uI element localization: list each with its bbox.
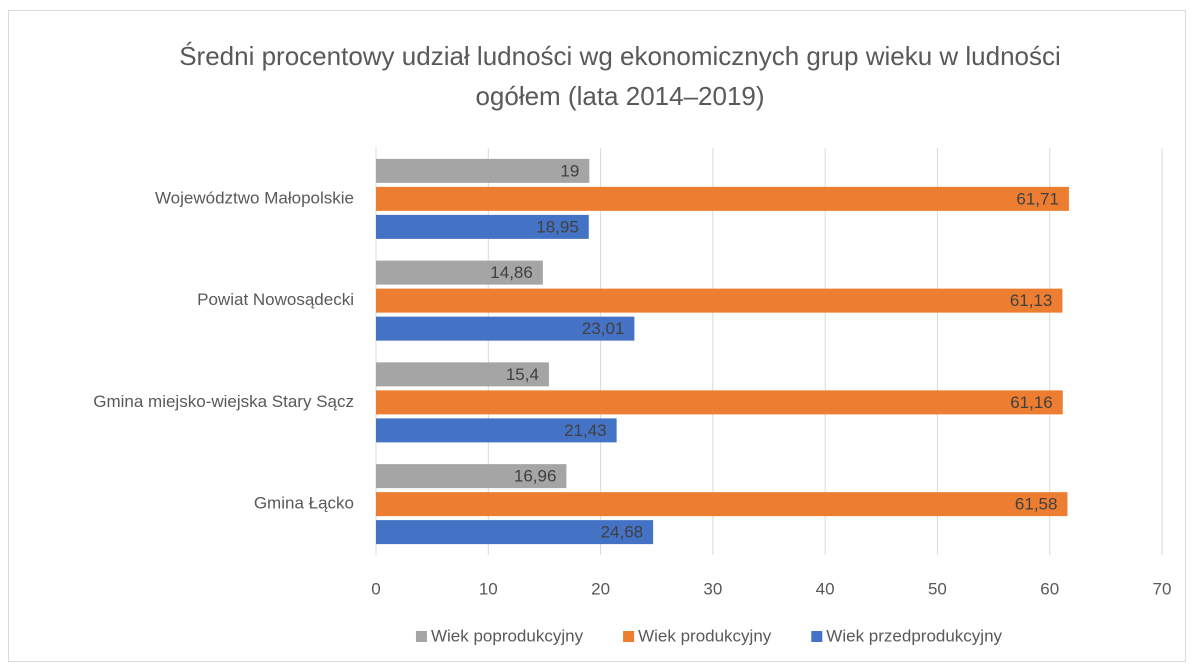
legend-label: Wiek przedprodukcyjny	[826, 626, 1002, 645]
legend-swatch	[415, 631, 427, 642]
y-tick-label: Gmina Łącko	[254, 494, 354, 513]
bar	[376, 158, 590, 183]
bar	[376, 186, 1069, 211]
data-label: 21,43	[564, 421, 607, 440]
data-label: 23,01	[582, 319, 625, 338]
data-label: 61,13	[1010, 291, 1053, 310]
x-tick-label: 50	[928, 579, 947, 598]
data-label: 24,68	[601, 523, 644, 542]
bar	[376, 390, 1063, 415]
bar	[376, 214, 589, 239]
legend-label: Wiek produkcyjny	[638, 626, 772, 645]
x-tick-label: 0	[371, 579, 380, 598]
chart-frame	[8, 10, 1186, 662]
y-tick-label: Województwo Małopolskie	[155, 188, 354, 207]
y-tick-label: Gmina miejsko-wiejska Stary Sącz	[93, 392, 354, 411]
x-tick-label: 10	[479, 579, 498, 598]
bar	[376, 418, 617, 443]
data-label: 15,4	[506, 365, 539, 384]
data-label: 19	[560, 161, 579, 180]
x-tick-label: 70	[1153, 579, 1172, 598]
bar	[376, 362, 549, 387]
bar	[376, 260, 543, 285]
data-label: 16,96	[514, 467, 557, 486]
legend-swatch	[811, 631, 823, 642]
x-tick-label: 20	[591, 579, 610, 598]
bar	[376, 520, 654, 545]
data-label: 14,86	[490, 263, 533, 282]
legend-swatch	[623, 631, 635, 642]
data-label: 61,71	[1016, 189, 1059, 208]
legend-label: Wiek poprodukcyjny	[431, 626, 584, 645]
data-label: 61,58	[1015, 495, 1058, 514]
data-label: 61,16	[1010, 393, 1053, 412]
y-tick-label: Powiat Nowosądecki	[197, 290, 354, 309]
data-label: 18,95	[536, 217, 579, 236]
bar	[376, 464, 567, 489]
x-tick-label: 40	[816, 579, 835, 598]
chart-title: Średni procentowy udział ludności wg eko…	[179, 41, 1061, 111]
x-tick-label: 30	[703, 579, 722, 598]
bar	[376, 492, 1068, 517]
bar	[376, 288, 1063, 313]
x-tick-label: 60	[1040, 579, 1059, 598]
bar	[376, 316, 635, 341]
